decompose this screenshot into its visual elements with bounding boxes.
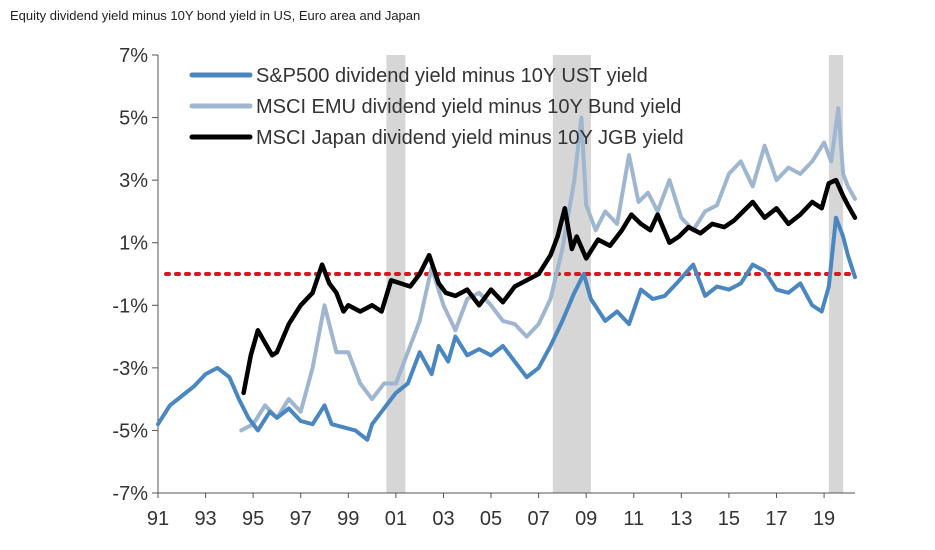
- x-tick-label: 91: [147, 508, 169, 530]
- x-tick-label: 15: [718, 508, 740, 530]
- x-tick-label: 01: [385, 508, 407, 530]
- x-tick-label: 11: [623, 508, 644, 530]
- x-tick-label: 07: [527, 508, 549, 530]
- x-tick-label: 93: [194, 508, 216, 530]
- x-tick-label: 03: [432, 508, 454, 530]
- chart-title: Equity dividend yield minus 10Y bond yie…: [10, 8, 421, 23]
- y-tick-label: -5%: [112, 420, 148, 442]
- y-tick-label: 5%: [119, 108, 148, 130]
- x-tick-label: 13: [670, 508, 692, 530]
- x-tick-label: 19: [813, 508, 835, 530]
- legend: S&P500 dividend yield minus 10Y UST yiel…: [189, 65, 684, 149]
- x-tick-label: 95: [242, 508, 264, 530]
- y-tick-label: 1%: [119, 233, 148, 255]
- axes: 7% 5% 3% 1% -1% -3% -5% -7% 91 93 95 97 99 01 03 05 07 09…: [112, 45, 855, 530]
- series-line-0: [156, 215, 857, 442]
- y-tick-label: -1%: [112, 295, 148, 317]
- legend-label-0: S&P500 dividend yield minus 10Y UST yiel…: [256, 65, 648, 87]
- y-tick-label: -7%: [112, 483, 148, 505]
- y-tick-label: 3%: [119, 170, 148, 192]
- legend-label-2: MSCI Japan dividend yield minus 10Y JGB …: [256, 127, 684, 149]
- y-tick-label: -3%: [112, 358, 148, 380]
- data-series: [156, 106, 858, 442]
- series-line-1: [239, 106, 857, 433]
- x-tick-label: 99: [337, 508, 359, 530]
- x-tick-label: 17: [765, 508, 787, 530]
- x-tick-label: 05: [480, 508, 502, 530]
- y-tick-label: 7%: [119, 45, 148, 67]
- x-tick-label: 97: [290, 508, 312, 530]
- legend-label-1: MSCI EMU dividend yield minus 10Y Bund y…: [256, 96, 681, 118]
- series-line-2: [241, 177, 858, 396]
- x-tick-label: 09: [575, 508, 597, 530]
